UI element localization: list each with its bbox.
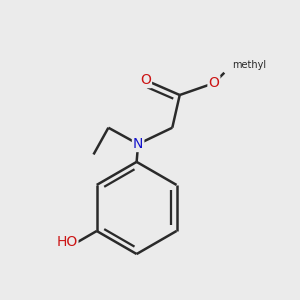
Text: O: O [140,73,151,87]
Text: methyl: methyl [232,60,266,70]
Text: HO: HO [56,235,77,249]
Text: N: N [133,137,143,151]
Text: O: O [208,76,219,90]
